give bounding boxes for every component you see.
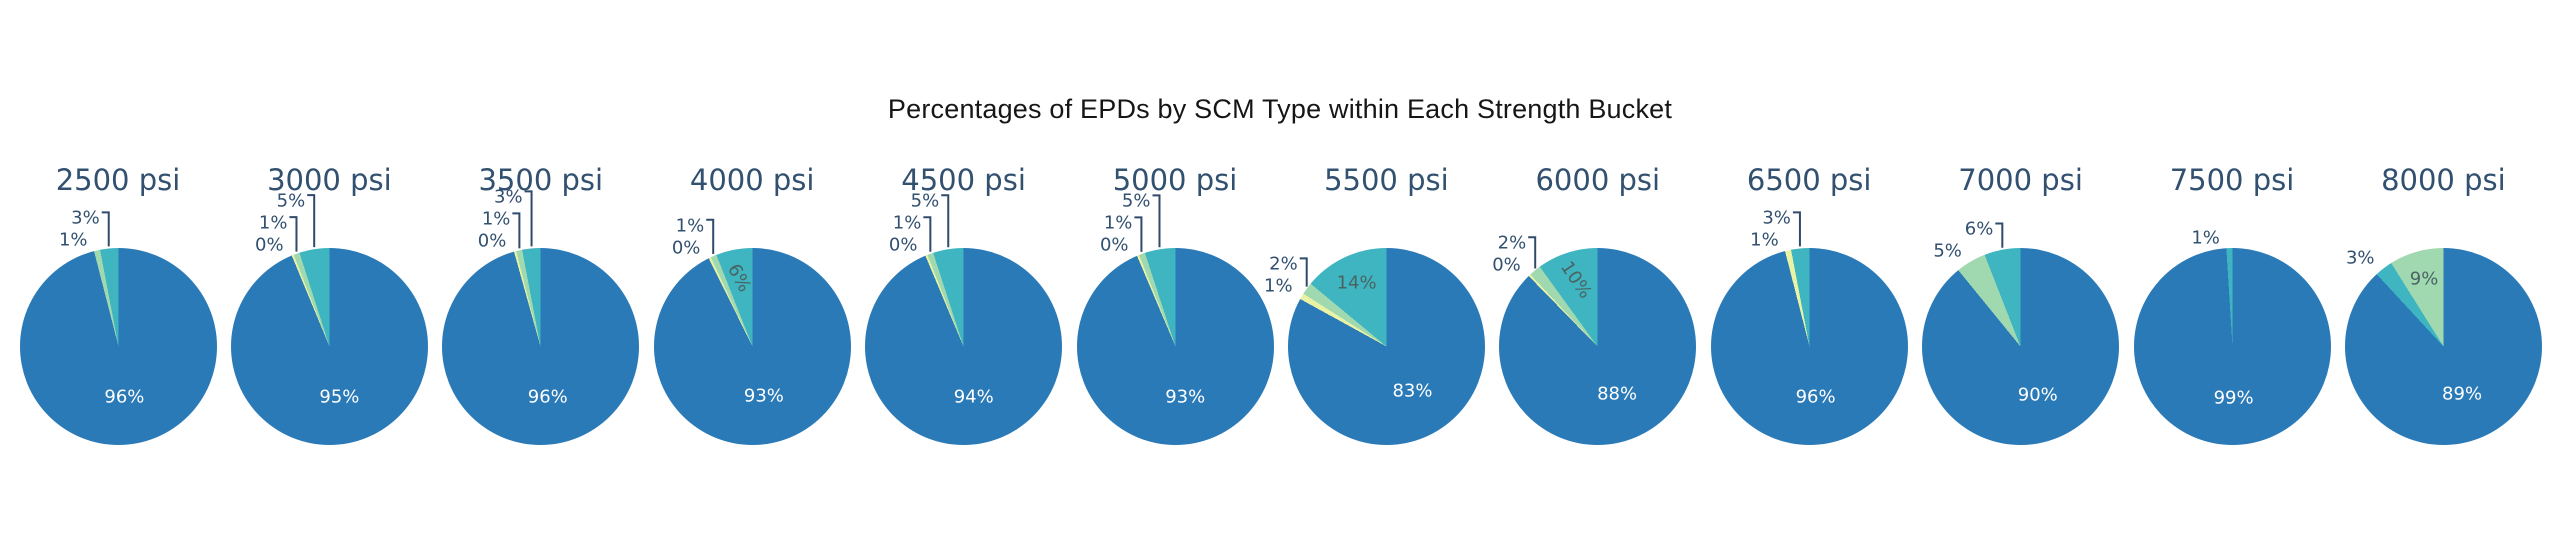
pie-title: 6500 psi bbox=[1746, 163, 1872, 197]
pie-slice-label-outside: 0% bbox=[888, 234, 918, 256]
pie-slice-label-outside: 1% bbox=[1750, 229, 1779, 251]
pie-title: 4500 psi bbox=[901, 163, 1026, 197]
pie-slice-label-outside: 3% bbox=[2345, 247, 2375, 269]
pie-slice-label-inside: 96% bbox=[104, 386, 145, 408]
pie-slice-label-inside: 83% bbox=[1392, 380, 1433, 402]
pie-slice-label-outside: 1% bbox=[481, 208, 511, 230]
pie-circle bbox=[1076, 248, 1274, 445]
pie-slice-label-outside: 1% bbox=[675, 215, 705, 237]
pie-slice-label-outside: 3% bbox=[71, 207, 100, 229]
pie-slice-label-inside: 88% bbox=[1597, 383, 1638, 405]
pie-slice-label-inside: 95% bbox=[319, 386, 360, 408]
pie-title: 5500 psi bbox=[1324, 163, 1449, 197]
pie-title: 2500 psi bbox=[55, 163, 181, 197]
pie-slice-label-inside: 89% bbox=[2442, 383, 2483, 405]
pie-slice-label-inside: 99% bbox=[2213, 387, 2254, 409]
pie-circle bbox=[1499, 248, 1697, 445]
pie-slice-label-outside: 3% bbox=[494, 186, 523, 208]
leader-line bbox=[706, 218, 715, 255]
chart-title: Percentages of EPDs by SCM Type within E… bbox=[887, 94, 1673, 124]
pie-slice-label-outside: 1% bbox=[2191, 227, 2220, 249]
pie-slice-label-outside: 1% bbox=[58, 229, 88, 251]
leader-line bbox=[289, 216, 298, 252]
pie-slice-label-outside: 6% bbox=[1964, 218, 1994, 240]
pie-slice-label-outside: 1% bbox=[892, 212, 922, 234]
leader-line bbox=[1134, 216, 1143, 252]
pie-slice-label-outside: 2% bbox=[1269, 253, 1298, 275]
pie-slice-label-inside: 96% bbox=[1795, 386, 1836, 408]
pie-circle bbox=[653, 248, 851, 445]
pie-title: 4000 psi bbox=[689, 163, 815, 197]
pie-circle bbox=[19, 248, 217, 445]
pie-title: 7000 psi bbox=[1958, 163, 2083, 197]
leader-line bbox=[1299, 257, 1308, 287]
pie-circle bbox=[1710, 248, 1908, 445]
pie-slice-label-inside: 93% bbox=[743, 385, 784, 407]
leader-line bbox=[941, 194, 950, 248]
pie-slice-label-outside: 0% bbox=[1099, 234, 1129, 256]
leader-line bbox=[1995, 222, 2004, 248]
pie-slice-label-outside: 0% bbox=[671, 237, 701, 259]
pie-circle bbox=[865, 248, 1063, 445]
leader-line bbox=[307, 194, 316, 248]
pie-title: 6000 psi bbox=[1535, 163, 1661, 197]
pie-circle bbox=[1287, 248, 1485, 445]
pie-title: 8000 psi bbox=[2381, 163, 2506, 197]
pie-circle bbox=[1922, 248, 2120, 445]
pie-circle bbox=[2133, 248, 2331, 445]
pie-slice-label-inside: 14% bbox=[1336, 272, 1377, 294]
pie-title: 3000 psi bbox=[267, 163, 392, 197]
pie-slice-label-outside: 0% bbox=[477, 230, 507, 252]
pie-slice-label-inside: 96% bbox=[527, 386, 568, 408]
pie-slice-label-outside: 5% bbox=[276, 190, 306, 212]
leader-line bbox=[1792, 211, 1801, 247]
pie-slice-label-outside: 0% bbox=[255, 234, 284, 256]
pie-slice-label-outside: 1% bbox=[1103, 212, 1133, 234]
pie-slice-label-outside: 5% bbox=[910, 190, 940, 212]
pie-slice-label-outside: 0% bbox=[1492, 254, 1521, 276]
leader-line bbox=[101, 211, 110, 247]
leader-line bbox=[524, 190, 533, 247]
pie-circle bbox=[230, 248, 428, 445]
pie-circle bbox=[442, 248, 640, 445]
pie-slice-label-inside: 94% bbox=[953, 386, 994, 408]
leader-line bbox=[512, 212, 521, 249]
pie-slice-label-inside: 93% bbox=[1165, 386, 1206, 408]
leader-line bbox=[1528, 236, 1537, 269]
leader-line bbox=[1152, 194, 1161, 248]
pie-title: 3500 psi bbox=[478, 163, 604, 197]
pie-slice-label-inside: 9% bbox=[2409, 268, 2439, 290]
pie-slice-label-outside: 1% bbox=[258, 212, 288, 234]
pie-slice-label-outside: 3% bbox=[1762, 207, 1791, 229]
pie-slice-label-outside: 2% bbox=[1497, 232, 1527, 254]
pie-slice-label-outside: 5% bbox=[1121, 190, 1151, 212]
pie-slice-label-outside: 5% bbox=[1933, 240, 1962, 262]
pie-title: 7500 psi bbox=[2169, 163, 2295, 197]
pie-slice-label-outside: 1% bbox=[1264, 275, 1293, 297]
pie-title: 5000 psi bbox=[1112, 163, 1238, 197]
leader-line bbox=[923, 216, 932, 252]
pie-circle bbox=[2344, 248, 2542, 445]
pie-slice-label-inside: 90% bbox=[2017, 384, 2058, 406]
